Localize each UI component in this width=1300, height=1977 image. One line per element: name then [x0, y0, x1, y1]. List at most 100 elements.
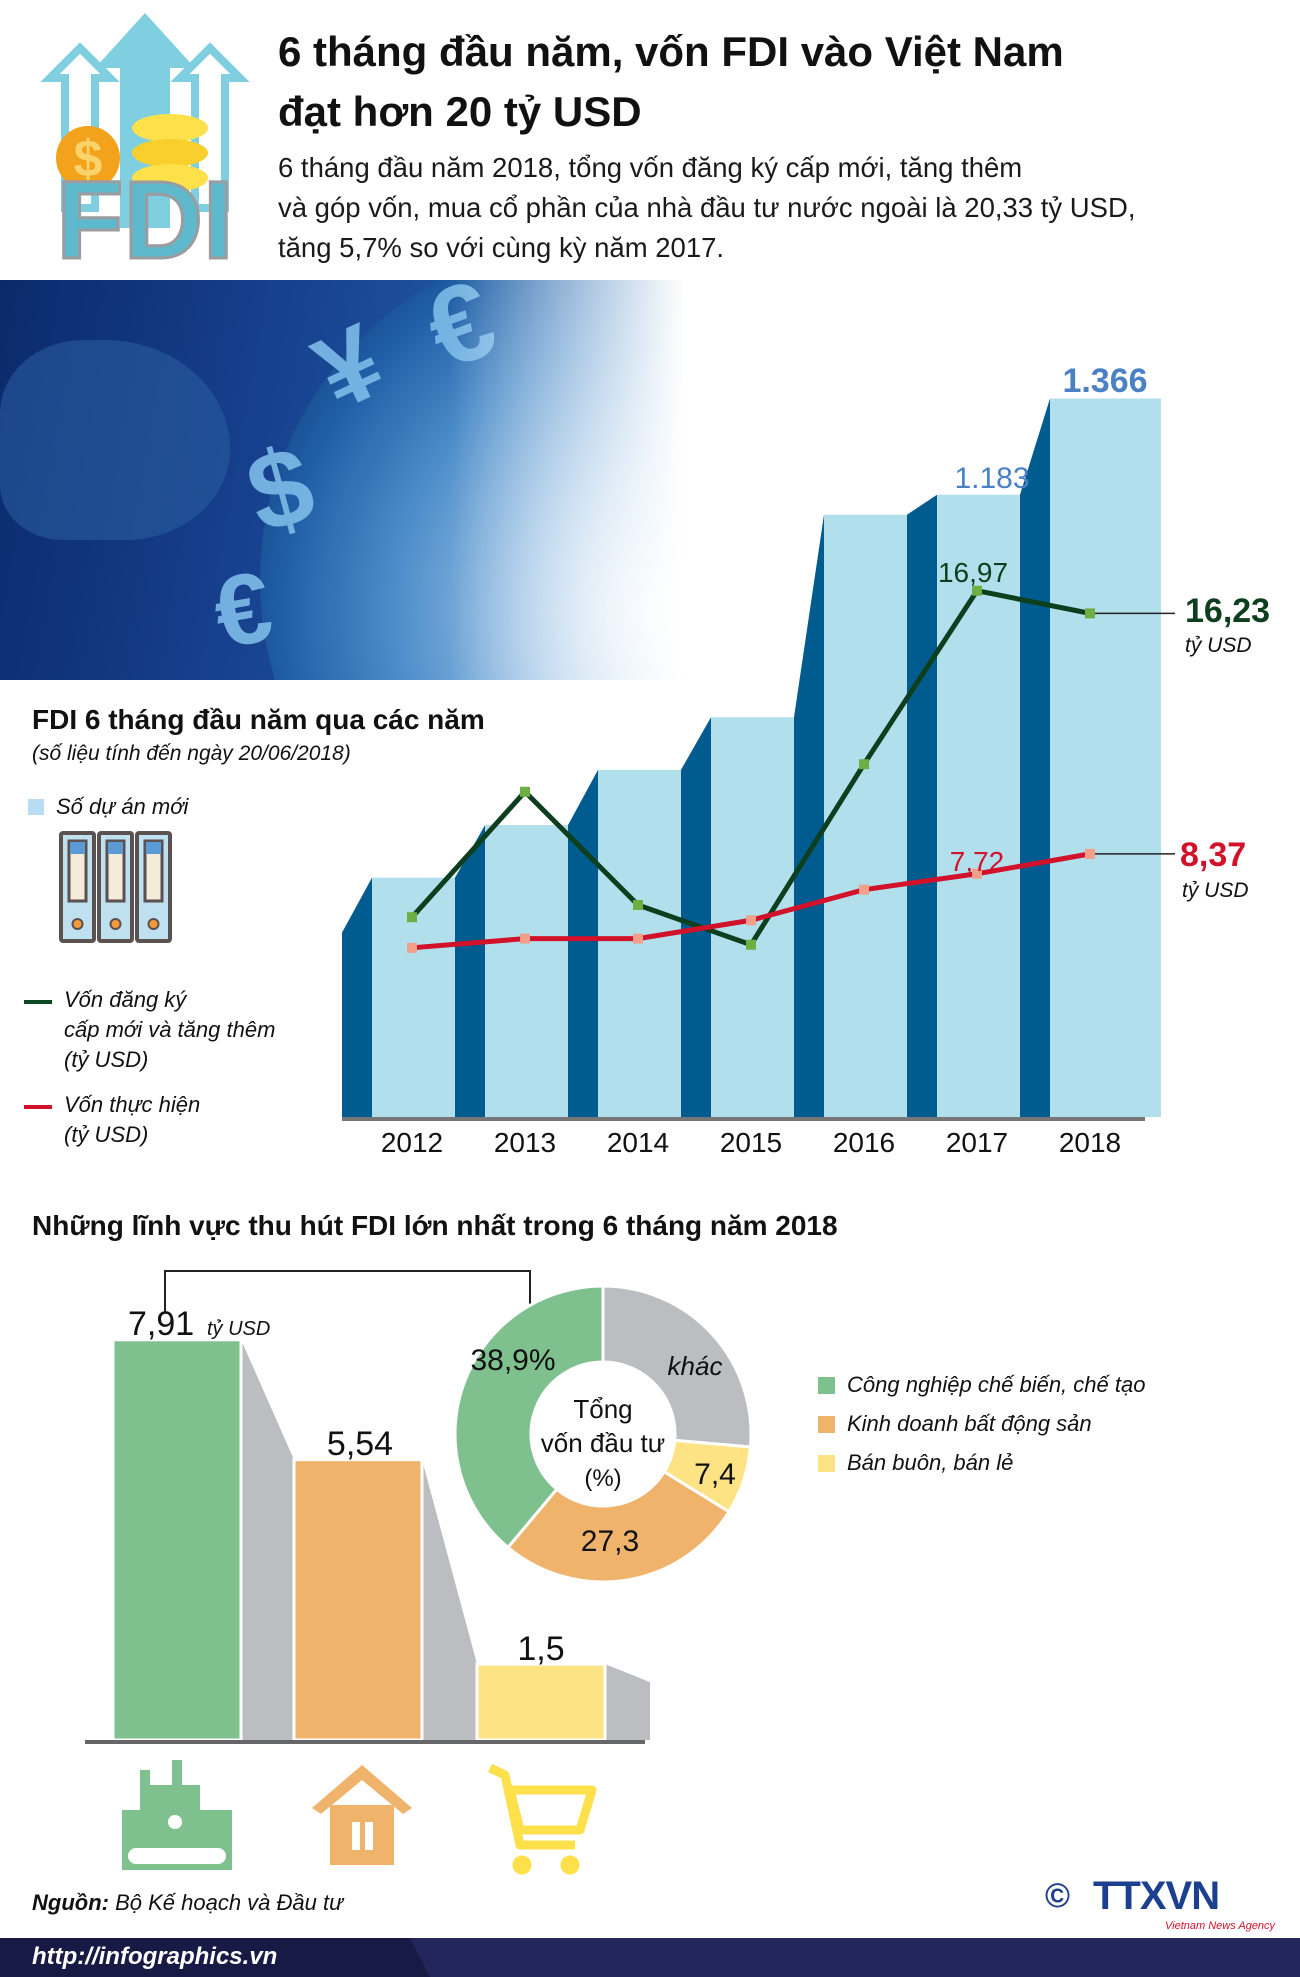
legend-label: Kinh doanh bất động sản	[847, 1411, 1092, 1436]
pie-slice	[505, 1469, 732, 1584]
bar	[292, 1458, 424, 1742]
binder-ring	[71, 918, 84, 930]
data-point	[633, 933, 643, 944]
bar-side	[681, 717, 711, 1117]
legend-label: (tỷ USD)	[64, 1047, 149, 1072]
binder-ring	[109, 918, 122, 930]
green-label-2018: 16,23	[1185, 592, 1270, 630]
legend-green: Vốn đăng ký cấp mới và tăng thêm (tỷ USD…	[64, 985, 275, 1075]
logo-text: TTXVN	[1093, 1874, 1220, 1918]
title-line: đạt hơn 20 tỷ USD	[278, 88, 642, 135]
legend-green-line	[24, 1000, 52, 1004]
chart-subtitle: (số liệu tính đến ngày 20/06/2018)	[32, 742, 351, 765]
x-tick-label: 2013	[494, 1127, 556, 1158]
red-label-2018: 8,37	[1180, 836, 1246, 874]
bar-side	[342, 877, 372, 1117]
green-label-2017: 16,97	[938, 557, 1008, 588]
pie-label-manufacturing: 38,9%	[470, 1344, 555, 1377]
factory-icon	[122, 1760, 232, 1870]
x-tick-label: 2015	[720, 1127, 782, 1158]
page-title: 6 tháng đầu năm, vốn FDI vào Việt Nam đạ…	[278, 22, 1064, 142]
chart-title: FDI 6 tháng đầu năm qua các năm	[32, 704, 485, 735]
website-link[interactable]: http://infographics.vn	[32, 1943, 278, 1970]
globe-image: € ¥ $ €	[0, 280, 710, 680]
pie-center-label: vốn đầu tư	[541, 1428, 665, 1458]
bar	[1050, 398, 1161, 1117]
house-icon	[312, 1765, 412, 1865]
pie-label-retail: 7,4	[694, 1458, 736, 1491]
ttxvn-logo: © TTXVN Vietnam News Agency	[1045, 1876, 1285, 1936]
bar-side	[455, 825, 485, 1117]
binder-tab	[108, 842, 123, 854]
binder-label	[143, 839, 164, 903]
x-tick-label: 2017	[946, 1127, 1008, 1158]
binder-ring	[147, 918, 160, 930]
legend-red-line	[24, 1105, 52, 1109]
legend-label: Bán buôn, bán lẻ	[847, 1450, 1014, 1475]
svg-text:$: $	[74, 130, 103, 188]
bar-label-manufacturing: 7,91	[128, 1305, 194, 1343]
legend-bars: Số dự án mới	[28, 792, 188, 822]
data-point	[520, 786, 530, 797]
bar-label-retail: 1,5	[517, 1630, 564, 1668]
footer-bar	[0, 1938, 1300, 1977]
data-point	[859, 759, 869, 770]
intro-line: 6 tháng đầu năm 2018, tổng vốn đăng ký c…	[278, 152, 1023, 183]
pie-legend-manufacturing: Công nghiệp chế biến, chế tạo	[818, 1372, 1145, 1398]
legend-swatch	[818, 1377, 835, 1394]
pie-slice	[453, 1284, 605, 1550]
bracket-line	[164, 1270, 531, 1332]
intro-line: và góp vốn, mua cổ phần của nhà đầu tư n…	[278, 192, 1136, 223]
bar-shadow	[422, 1459, 477, 1740]
bar-label-2017: 1.183	[954, 462, 1029, 495]
source-note: Nguồn: Bộ Kế hoạch và Đầu tư	[32, 1890, 343, 1916]
bar-label-2018: 1.366	[1062, 362, 1147, 400]
cart-icon	[488, 1763, 597, 1875]
legend-label: Vốn đăng ký	[64, 987, 187, 1012]
binder-label	[67, 839, 88, 903]
title-line: 6 tháng đầu năm, vốn FDI vào Việt Nam	[278, 28, 1064, 75]
logo-subtitle: Vietnam News Agency	[1165, 1920, 1276, 1932]
source-label: Nguồn:	[32, 1890, 109, 1915]
data-point	[1085, 848, 1095, 859]
bar-label-real-estate: 5,54	[327, 1425, 393, 1463]
data-point	[1085, 608, 1095, 619]
legend-label: Số dự án mới	[56, 794, 189, 819]
unit-label: tỷ USD	[207, 1318, 270, 1340]
pie-label-other: khác	[668, 1351, 723, 1381]
binder-tab	[146, 842, 161, 854]
data-point	[633, 899, 643, 910]
data-point	[407, 912, 417, 923]
intro-line: tăng 5,7% so với cùng kỳ năm 2017.	[278, 232, 725, 263]
pie-legend-real-estate: Kinh doanh bất động sản	[818, 1411, 1092, 1437]
legend-label: (tỷ USD)	[64, 1122, 149, 1147]
data-point	[972, 585, 982, 596]
binder-tab	[70, 842, 85, 854]
data-point	[746, 939, 756, 950]
data-point	[746, 915, 756, 926]
section-title: Những lĩnh vực thu hút FDI lớn nhất tron…	[32, 1210, 838, 1241]
red-label-2017: 7,72	[950, 846, 1005, 877]
bar-side	[1020, 398, 1050, 1117]
legend-red: Vốn thực hiện (tỷ USD)	[64, 1090, 200, 1150]
pie-slice	[601, 1284, 753, 1449]
unit-label: tỷ USD	[1185, 634, 1252, 657]
legend-swatch	[818, 1455, 835, 1472]
pie-legend-retail: Bán buôn, bán lẻ	[818, 1450, 1013, 1476]
x-tick-label: 2012	[381, 1127, 443, 1158]
x-tick-label: 2014	[607, 1127, 669, 1158]
x-tick-label: 2016	[833, 1127, 895, 1158]
legend-label: Công nghiệp chế biến, chế tạo	[847, 1372, 1146, 1397]
binders-icon	[59, 831, 172, 943]
svg-text:FDI: FDI	[56, 159, 233, 273]
data-point	[859, 884, 869, 895]
legend-label: Vốn thực hiện	[64, 1092, 201, 1117]
bar-shadow	[241, 1339, 294, 1740]
bar-side	[907, 494, 937, 1117]
pie-center-label: (%)	[584, 1465, 621, 1492]
data-point	[520, 933, 530, 944]
legend-swatch	[28, 799, 44, 815]
bar-shadow	[605, 1664, 650, 1740]
x-tick-label: 2018	[1059, 1127, 1121, 1158]
